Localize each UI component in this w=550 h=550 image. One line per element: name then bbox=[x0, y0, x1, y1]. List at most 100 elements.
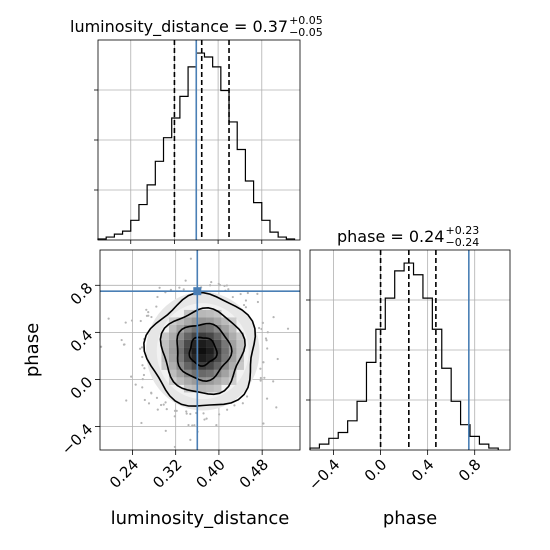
scatter-point bbox=[147, 314, 150, 317]
scatter-point bbox=[276, 357, 279, 361]
scatter-point bbox=[143, 367, 146, 370]
scatter-point bbox=[164, 429, 167, 432]
scatter-point bbox=[145, 308, 148, 311]
density-cell bbox=[206, 324, 214, 333]
joint-ytick-label: −0.4 bbox=[58, 420, 96, 458]
scatter-point bbox=[155, 305, 158, 308]
scatter-point bbox=[189, 438, 192, 442]
scatter-point bbox=[260, 327, 263, 331]
density-cell bbox=[198, 324, 207, 333]
density-cell bbox=[191, 377, 199, 385]
density-cell bbox=[198, 339, 207, 348]
scatter-point bbox=[218, 413, 221, 416]
scatter-point bbox=[140, 346, 144, 349]
scatter-point bbox=[256, 300, 260, 304]
density-cell bbox=[191, 354, 199, 363]
scatter-point bbox=[155, 396, 159, 400]
density-cell bbox=[161, 339, 169, 348]
density-cell bbox=[206, 347, 214, 355]
scatter-point bbox=[233, 404, 236, 407]
scatter-point bbox=[178, 286, 181, 289]
joint-ytick-label: 0.0 bbox=[67, 373, 97, 403]
density-cell bbox=[191, 324, 199, 333]
scatter-point bbox=[120, 338, 123, 342]
scatter-point bbox=[159, 403, 163, 407]
density-cell bbox=[183, 354, 192, 363]
scatter-point bbox=[141, 364, 144, 367]
joint-xtick-label: 0.32 bbox=[149, 456, 185, 492]
density-cell bbox=[221, 354, 229, 363]
contour-line bbox=[188, 336, 218, 367]
density-cell bbox=[198, 332, 207, 340]
scatter-point bbox=[266, 331, 269, 334]
y-axis-label: phase bbox=[22, 323, 43, 377]
density-cell bbox=[198, 354, 207, 363]
joint-xtick-label: 0.48 bbox=[236, 456, 272, 492]
scatter-point bbox=[262, 361, 265, 364]
density-cell bbox=[176, 324, 184, 333]
density-cell bbox=[213, 384, 222, 393]
scatter-point bbox=[150, 391, 153, 394]
phase-hist-title: phase = 0.24 bbox=[337, 227, 444, 246]
density-cell bbox=[221, 369, 229, 378]
density-cell bbox=[206, 369, 214, 378]
density-cell bbox=[161, 332, 169, 340]
scatter-point bbox=[164, 401, 167, 404]
density-cell bbox=[206, 309, 214, 318]
phase-hist-xtick-label: 0.4 bbox=[408, 456, 438, 486]
phase-hist-xtick-label: −0.4 bbox=[305, 456, 343, 494]
scatter-point bbox=[263, 376, 266, 379]
phase-title-sub: −0.24 bbox=[445, 236, 479, 249]
scatter-point bbox=[225, 284, 229, 287]
phase-hist-xtick-label: 0.0 bbox=[361, 456, 391, 486]
joint-density-panel: 0.24 0.32 0.40 0.48 −0.4 0.0 0.4 0.8 luminosit… bbox=[22, 249, 301, 529]
scatter-point bbox=[231, 295, 234, 299]
density-cell bbox=[176, 377, 184, 385]
density-cell bbox=[198, 347, 207, 355]
density-cell bbox=[213, 354, 222, 363]
density-cell bbox=[228, 354, 237, 363]
density-cell bbox=[221, 377, 229, 385]
scatter-point bbox=[184, 279, 187, 282]
scatter-point bbox=[189, 412, 192, 416]
phase-hist-xtick-label: 0.8 bbox=[455, 456, 485, 486]
phase-x-axis-label: phase bbox=[383, 508, 437, 529]
scatter-point bbox=[165, 408, 168, 411]
density-cell bbox=[198, 384, 207, 393]
scatter-point bbox=[173, 415, 176, 418]
scatter-point bbox=[141, 386, 144, 389]
scatter-point bbox=[264, 337, 268, 340]
scatter-point bbox=[122, 343, 126, 346]
scatter-point bbox=[173, 445, 176, 449]
joint-density-frame bbox=[99, 249, 301, 451]
phase-histogram: −0.4 0.0 0.4 0.8 phase = 0.24 +0.23 −0.24 p… bbox=[305, 224, 511, 529]
contour-line bbox=[143, 291, 257, 407]
scatter-point bbox=[140, 421, 143, 425]
density-cell bbox=[221, 317, 229, 325]
density-cell bbox=[183, 309, 192, 318]
density-cell bbox=[168, 332, 177, 340]
joint-ytick-label: 0.4 bbox=[67, 326, 97, 356]
density-cell bbox=[206, 339, 214, 348]
density-cell bbox=[183, 332, 192, 340]
scatter-point bbox=[150, 315, 153, 319]
scatter-point bbox=[202, 412, 205, 415]
scatter-point bbox=[182, 288, 185, 291]
scatter-point bbox=[244, 306, 248, 309]
density-cell bbox=[221, 339, 229, 348]
density-cell bbox=[191, 362, 199, 370]
density-cell bbox=[198, 317, 207, 325]
scatter-point bbox=[193, 424, 196, 427]
scatter-point bbox=[191, 424, 194, 427]
scatter-point bbox=[189, 257, 192, 260]
density-cell bbox=[168, 347, 177, 355]
density-cell bbox=[236, 339, 244, 348]
density-cell bbox=[221, 362, 229, 370]
density-cell bbox=[176, 332, 184, 340]
density-cell bbox=[213, 377, 222, 385]
scatter-point bbox=[130, 319, 134, 322]
x-axis-label: luminosity_distance bbox=[111, 508, 290, 529]
density-cell bbox=[228, 339, 237, 348]
density-cell bbox=[183, 377, 192, 385]
scatter-point bbox=[130, 375, 133, 378]
